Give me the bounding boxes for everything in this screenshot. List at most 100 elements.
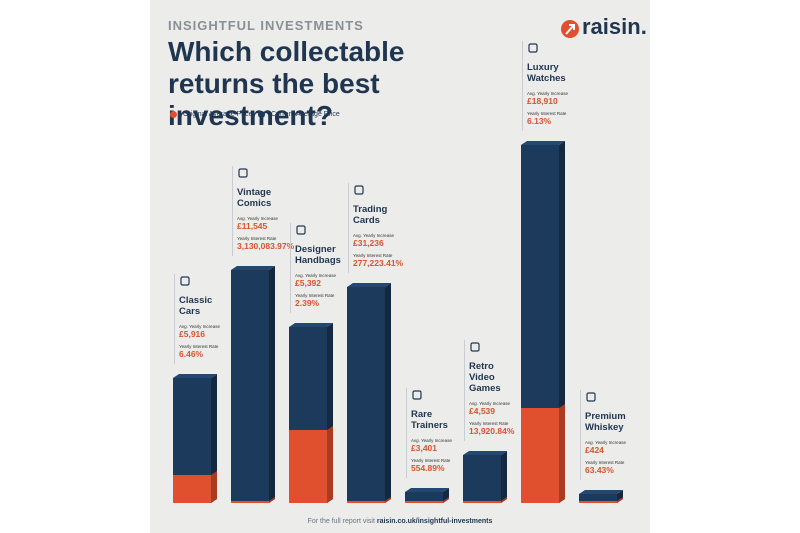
legend-label: Original Average Price bbox=[183, 111, 253, 118]
category-icon bbox=[470, 342, 480, 352]
category-name: Rare Trainers bbox=[411, 409, 448, 431]
increase-label: Avg. Yearly Increase bbox=[585, 440, 626, 445]
bar bbox=[231, 501, 269, 503]
category-name: Classic Cars bbox=[179, 295, 213, 317]
bar-side bbox=[211, 471, 217, 503]
annotation: Rare Trainers Avg. Yearly Increase £3,401 Y… bbox=[406, 388, 479, 478]
rate-value: 277,223.41% bbox=[353, 258, 404, 268]
bar-top bbox=[347, 283, 391, 287]
legend-label: Current Average Price bbox=[271, 111, 340, 118]
bar-side bbox=[385, 497, 391, 503]
category-name: Luxury Watches bbox=[527, 62, 566, 84]
bar bbox=[347, 501, 385, 503]
rate-value: 6.13% bbox=[527, 116, 552, 126]
bar bbox=[289, 430, 327, 503]
annotation: Classic Cars Avg. Yearly Increase £5,916 Ye… bbox=[174, 274, 247, 364]
annotation: Luxury Watches Avg. Yearly Increase £18,91… bbox=[522, 41, 595, 131]
category-icon bbox=[586, 392, 596, 402]
increase-label: Avg. Yearly Increase bbox=[179, 324, 220, 329]
bar bbox=[579, 501, 617, 503]
bar-side bbox=[269, 497, 275, 503]
legend-item: Current Average Price bbox=[258, 111, 340, 118]
rate-label: Yearly Interest Rate bbox=[179, 344, 219, 349]
rate-value: 3,130,083.97% bbox=[237, 241, 295, 251]
rate-value: 554.89% bbox=[411, 463, 445, 473]
rate-label: Yearly Interest Rate bbox=[585, 460, 625, 465]
increase-value: £18,910 bbox=[527, 96, 558, 106]
bar-top bbox=[463, 451, 507, 455]
category-icon bbox=[238, 168, 248, 178]
bar-side bbox=[501, 497, 507, 503]
legend-swatch bbox=[258, 111, 265, 118]
category-name: Retro Video Games bbox=[469, 361, 501, 394]
annotation: Vintage Comics Avg. Yearly Increase £11,54… bbox=[232, 166, 305, 256]
category-name: Trading Cards bbox=[353, 204, 388, 226]
category-icon bbox=[296, 225, 306, 235]
bar bbox=[231, 270, 269, 503]
rate-value: 63.43% bbox=[585, 465, 614, 475]
category-icon bbox=[354, 185, 364, 195]
bar-side bbox=[501, 451, 507, 503]
bar-top bbox=[405, 488, 449, 492]
rate-value: 2.39% bbox=[295, 298, 320, 308]
rate-label: Yearly Interest Rate bbox=[237, 236, 277, 241]
category-icon bbox=[180, 276, 190, 286]
rate-label: Yearly Interest Rate bbox=[353, 253, 393, 258]
increase-value: £11,545 bbox=[237, 221, 268, 231]
bar bbox=[463, 501, 501, 503]
increase-value: £31,236 bbox=[353, 238, 384, 248]
increase-label: Avg. Yearly Increase bbox=[295, 273, 336, 278]
bar-side bbox=[327, 426, 333, 503]
annotation: Retro Video Games Avg. Yearly Increase £4,… bbox=[464, 340, 537, 441]
legend-item: Original Average Price bbox=[170, 111, 253, 118]
rate-label: Yearly Interest Rate bbox=[527, 111, 567, 116]
bar-side bbox=[617, 497, 623, 503]
category-name: Designer Handbags bbox=[295, 244, 341, 266]
increase-label: Avg. Yearly Increase bbox=[469, 401, 510, 406]
footer-text: For the full report visit bbox=[307, 518, 375, 525]
bar-side bbox=[385, 283, 391, 503]
rate-label: Yearly Interest Rate bbox=[411, 458, 451, 463]
bar-top bbox=[521, 141, 565, 145]
increase-value: £424 bbox=[585, 445, 604, 455]
increase-value: £5,392 bbox=[295, 278, 321, 288]
bar bbox=[347, 287, 385, 503]
brand-logo bbox=[561, 20, 579, 38]
rate-label: Yearly Interest Rate bbox=[469, 421, 509, 426]
legend-swatch bbox=[170, 111, 177, 118]
category-name: Vintage Comics bbox=[237, 187, 272, 209]
footer: For the full report visit raisin.co.uk/i… bbox=[0, 518, 800, 525]
bar-top bbox=[289, 323, 333, 327]
rate-label: Yearly Interest Rate bbox=[295, 293, 335, 298]
increase-label: Avg. Yearly Increase bbox=[353, 233, 394, 238]
category-icon bbox=[528, 43, 538, 53]
bar bbox=[579, 494, 617, 503]
bar-top bbox=[579, 490, 623, 494]
bar bbox=[463, 455, 501, 503]
bar bbox=[173, 475, 211, 503]
increase-label: Avg. Yearly Increase bbox=[237, 216, 278, 221]
bar-side bbox=[559, 404, 565, 503]
category-icon bbox=[412, 390, 422, 400]
bar-side bbox=[269, 266, 275, 503]
bar bbox=[521, 408, 559, 503]
bar bbox=[405, 492, 443, 503]
increase-value: £5,916 bbox=[179, 329, 205, 339]
bar-top bbox=[173, 374, 217, 378]
bar bbox=[405, 501, 443, 503]
category-name: Premium Whiskey bbox=[585, 411, 626, 433]
rate-value: 13,920.84% bbox=[469, 426, 515, 436]
increase-label: Avg. Yearly Increase bbox=[527, 91, 568, 96]
increase-value: £4,539 bbox=[469, 406, 495, 416]
chart-title: Which collectable returns the best inves… bbox=[168, 36, 405, 131]
footer-link: raisin.co.uk/insightful-investments bbox=[376, 518, 493, 525]
bar-side bbox=[211, 374, 217, 503]
annotation: Premium Whiskey Avg. Yearly Increase £424 Y… bbox=[580, 390, 653, 480]
brand: raisin. bbox=[582, 14, 647, 39]
increase-label: Avg. Yearly Increase bbox=[411, 438, 452, 443]
rate-value: 6.46% bbox=[179, 349, 204, 359]
increase-value: £3,401 bbox=[411, 443, 437, 453]
bar-side bbox=[443, 497, 449, 503]
